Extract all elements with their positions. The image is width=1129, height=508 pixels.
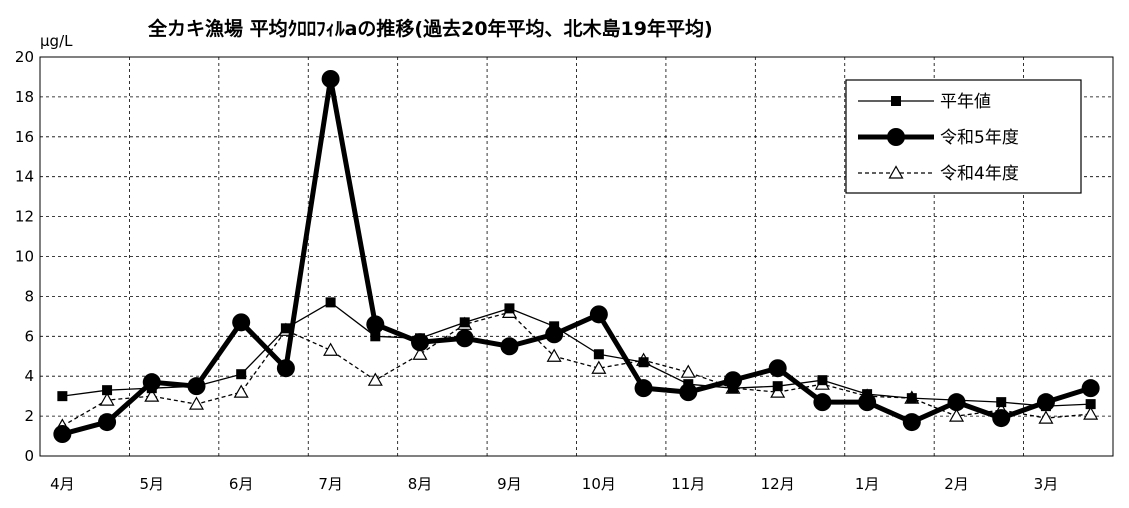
data-point bbox=[817, 375, 828, 386]
data-point bbox=[634, 379, 653, 398]
data-point bbox=[1083, 406, 1099, 420]
data-point bbox=[233, 384, 249, 398]
y-tick-label: 12 bbox=[15, 208, 34, 226]
data-point bbox=[370, 331, 381, 342]
data-point bbox=[902, 413, 921, 432]
data-point bbox=[679, 383, 698, 402]
x-tick-label: 10月 bbox=[582, 475, 616, 493]
y-tick-label: 10 bbox=[15, 248, 34, 266]
x-tick-label: 9月 bbox=[497, 475, 522, 493]
data-point bbox=[589, 305, 608, 324]
data-point bbox=[858, 393, 877, 412]
legend-label: 令和4年度 bbox=[940, 164, 1019, 184]
series-line bbox=[62, 301, 1091, 407]
data-point bbox=[187, 377, 206, 396]
series-line bbox=[62, 311, 1091, 427]
data-point bbox=[325, 297, 336, 308]
data-point bbox=[1036, 393, 1055, 412]
data-point bbox=[99, 392, 115, 406]
data-point bbox=[545, 325, 564, 344]
data-point bbox=[236, 369, 247, 380]
legend-marker bbox=[887, 128, 905, 146]
data-point bbox=[367, 372, 383, 386]
data-point bbox=[53, 425, 72, 444]
chart-title: 全カキ漁場 平均ｸﾛﾛﾌｨﾙaの推移(過去20年平均、北木島19年平均) bbox=[147, 17, 713, 40]
data-point bbox=[459, 317, 470, 328]
y-tick-label: 8 bbox=[24, 287, 34, 305]
y-tick-label: 16 bbox=[15, 128, 34, 146]
legend-label: 令和5年度 bbox=[940, 128, 1019, 148]
data-point bbox=[411, 333, 430, 352]
data-point bbox=[947, 393, 966, 412]
data-point bbox=[772, 381, 783, 392]
data-point bbox=[813, 393, 832, 412]
data-point bbox=[144, 388, 160, 402]
x-tick-label: 1月 bbox=[855, 475, 880, 493]
x-tick-label: 3月 bbox=[1034, 475, 1059, 493]
data-point bbox=[57, 391, 68, 402]
y-tick-label: 18 bbox=[15, 88, 34, 106]
y-tick-label: 4 bbox=[24, 367, 34, 385]
y-tick-label: 20 bbox=[15, 48, 34, 66]
data-point bbox=[680, 364, 696, 378]
data-point bbox=[504, 303, 515, 314]
data-point bbox=[546, 348, 562, 362]
data-point bbox=[591, 360, 607, 374]
data-point bbox=[280, 323, 291, 334]
series-layer bbox=[53, 69, 1100, 444]
legend-marker bbox=[888, 165, 904, 179]
y-tick-label: 2 bbox=[24, 407, 34, 425]
data-point bbox=[723, 371, 742, 390]
data-point bbox=[412, 346, 428, 360]
data-point bbox=[276, 359, 295, 378]
data-point bbox=[906, 393, 917, 404]
y-tick-label: 0 bbox=[24, 447, 34, 465]
x-tick-label: 7月 bbox=[318, 475, 343, 493]
data-point bbox=[98, 413, 117, 432]
data-point bbox=[1085, 399, 1096, 410]
y-axis-unit-label: μg/L bbox=[40, 32, 73, 50]
data-point bbox=[770, 384, 786, 398]
x-tick-label: 2月 bbox=[944, 475, 969, 493]
legend-marker bbox=[891, 96, 901, 106]
x-tick-label: 5月 bbox=[139, 475, 164, 493]
data-point bbox=[323, 342, 339, 356]
x-tick-label: 8月 bbox=[408, 475, 433, 493]
data-point bbox=[102, 385, 113, 396]
data-point bbox=[455, 329, 474, 348]
data-point bbox=[188, 396, 205, 410]
x-tick-label: 4月 bbox=[50, 475, 75, 493]
data-point bbox=[1038, 410, 1054, 424]
x-tick-label: 11月 bbox=[671, 475, 705, 493]
data-point bbox=[638, 357, 649, 368]
data-point bbox=[232, 313, 251, 332]
legend-label: 平年値 bbox=[940, 92, 991, 112]
y-tick-label: 14 bbox=[15, 168, 34, 186]
y-tick-label: 6 bbox=[24, 327, 34, 345]
axes: 0 2 4 6 8 10 12 14 16 18 20 4月 5月 6月 7月 8月 9月 10月 11月 12月 1月… bbox=[15, 48, 1058, 493]
x-tick-label: 12月 bbox=[761, 475, 795, 493]
data-point bbox=[992, 409, 1011, 428]
series-1 bbox=[53, 69, 1100, 444]
data-point bbox=[593, 349, 604, 360]
data-point bbox=[768, 359, 787, 378]
data-point bbox=[1081, 379, 1100, 398]
x-tick-label: 6月 bbox=[229, 475, 254, 493]
data-point bbox=[366, 315, 385, 334]
data-point bbox=[142, 373, 161, 392]
data-point bbox=[321, 69, 340, 88]
data-point bbox=[996, 397, 1007, 408]
data-point bbox=[948, 408, 965, 422]
data-point bbox=[500, 337, 519, 356]
